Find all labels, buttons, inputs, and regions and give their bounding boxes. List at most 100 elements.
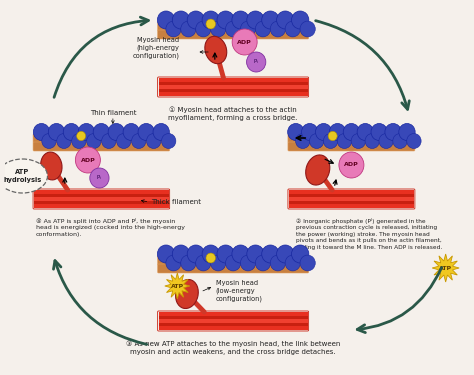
- Bar: [159, 92, 308, 96]
- Ellipse shape: [41, 152, 62, 180]
- Circle shape: [196, 21, 211, 37]
- Ellipse shape: [0, 159, 47, 193]
- Circle shape: [357, 123, 374, 141]
- Circle shape: [196, 255, 211, 271]
- Bar: [34, 204, 169, 208]
- Circle shape: [123, 123, 139, 141]
- FancyBboxPatch shape: [288, 142, 415, 151]
- Circle shape: [365, 134, 380, 148]
- Bar: [289, 194, 414, 197]
- FancyArrowPatch shape: [316, 21, 409, 110]
- Circle shape: [262, 245, 279, 263]
- FancyBboxPatch shape: [33, 134, 170, 143]
- Circle shape: [181, 255, 196, 271]
- Circle shape: [371, 123, 387, 141]
- Circle shape: [90, 168, 109, 188]
- FancyBboxPatch shape: [158, 22, 309, 31]
- Circle shape: [247, 11, 264, 29]
- Text: Thin filament: Thin filament: [90, 110, 136, 116]
- Bar: [289, 201, 414, 204]
- FancyBboxPatch shape: [288, 134, 415, 143]
- Text: ADP: ADP: [81, 158, 95, 162]
- Circle shape: [255, 21, 271, 37]
- Circle shape: [337, 134, 352, 148]
- Circle shape: [157, 245, 175, 263]
- Circle shape: [232, 245, 249, 263]
- Bar: [159, 78, 308, 82]
- Circle shape: [166, 21, 181, 37]
- Circle shape: [206, 19, 216, 29]
- Circle shape: [351, 134, 365, 148]
- Circle shape: [296, 134, 310, 148]
- Circle shape: [292, 245, 309, 263]
- Text: P$_i$: P$_i$: [96, 174, 103, 183]
- FancyArrowPatch shape: [357, 267, 442, 333]
- Text: ④ As ATP is split into ADP and Pᴵ, the myosin
head is energized (cocked into the: ④ As ATP is split into ADP and Pᴵ, the m…: [36, 218, 185, 237]
- Text: Myosin head
(low-energy
configuration): Myosin head (low-energy configuration): [216, 280, 263, 303]
- Circle shape: [232, 29, 257, 55]
- Bar: [159, 312, 308, 316]
- Circle shape: [48, 123, 64, 141]
- Bar: [289, 190, 414, 194]
- Circle shape: [300, 255, 315, 271]
- Bar: [34, 201, 169, 204]
- Circle shape: [328, 131, 337, 141]
- Circle shape: [166, 255, 181, 271]
- Bar: [159, 89, 308, 92]
- Circle shape: [323, 134, 338, 148]
- FancyBboxPatch shape: [158, 30, 309, 39]
- Bar: [289, 204, 414, 208]
- Circle shape: [181, 21, 196, 37]
- Circle shape: [77, 131, 86, 141]
- Circle shape: [108, 123, 125, 141]
- Ellipse shape: [306, 155, 330, 185]
- Circle shape: [157, 11, 175, 29]
- Circle shape: [262, 11, 279, 29]
- Ellipse shape: [205, 36, 227, 64]
- Circle shape: [146, 134, 161, 148]
- Text: ATP: ATP: [439, 266, 452, 270]
- Bar: [159, 326, 308, 330]
- Circle shape: [288, 123, 304, 141]
- Circle shape: [343, 123, 360, 141]
- Circle shape: [187, 11, 204, 29]
- Circle shape: [301, 123, 318, 141]
- Circle shape: [57, 134, 71, 148]
- Bar: [34, 197, 169, 201]
- Text: ADP: ADP: [237, 39, 252, 45]
- Circle shape: [75, 147, 100, 173]
- Circle shape: [210, 255, 226, 271]
- FancyArrowPatch shape: [296, 136, 305, 140]
- FancyArrowPatch shape: [141, 200, 147, 202]
- Bar: [159, 319, 308, 323]
- Text: ATP: ATP: [171, 284, 184, 288]
- Bar: [159, 323, 308, 326]
- Circle shape: [202, 11, 219, 29]
- Bar: [159, 82, 308, 85]
- Circle shape: [339, 152, 364, 178]
- Text: P$_i$: P$_i$: [253, 57, 259, 66]
- Circle shape: [316, 123, 332, 141]
- Bar: [159, 85, 308, 89]
- FancyArrowPatch shape: [325, 159, 333, 163]
- Circle shape: [285, 21, 301, 37]
- Circle shape: [310, 134, 324, 148]
- Circle shape: [42, 134, 56, 148]
- Circle shape: [153, 123, 169, 141]
- Circle shape: [240, 255, 255, 271]
- FancyArrowPatch shape: [54, 17, 148, 98]
- Circle shape: [117, 134, 131, 148]
- Circle shape: [162, 134, 176, 148]
- Circle shape: [33, 123, 50, 141]
- Circle shape: [87, 134, 101, 148]
- Bar: [34, 190, 169, 194]
- Circle shape: [385, 123, 401, 141]
- Circle shape: [187, 245, 204, 263]
- Text: Thick filament: Thick filament: [151, 199, 201, 205]
- Text: ③ As new ATP attaches to the myosin head, the link between
myosin and actin weak: ③ As new ATP attaches to the myosin head…: [126, 340, 340, 355]
- FancyArrowPatch shape: [213, 53, 217, 59]
- FancyBboxPatch shape: [33, 142, 170, 151]
- Circle shape: [270, 21, 285, 37]
- FancyArrowPatch shape: [111, 119, 114, 123]
- Circle shape: [101, 134, 116, 148]
